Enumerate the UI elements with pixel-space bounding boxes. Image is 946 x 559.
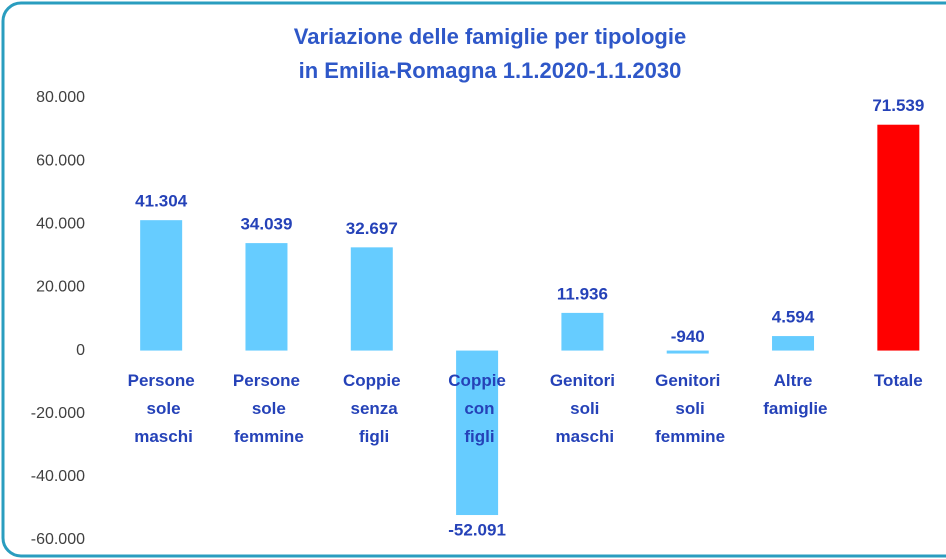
- y-tick-label: 60.000: [36, 152, 85, 169]
- chart-title: Variazione delle famiglie per tipologie: [294, 24, 686, 49]
- y-tick-label: 40.000: [36, 216, 85, 233]
- value-label: 34.039: [240, 215, 292, 234]
- y-tick-label: 20.000: [36, 279, 85, 296]
- x-tick-label: Altre famiglie: [759, 371, 828, 418]
- value-label: 4.594: [772, 308, 815, 327]
- y-tick-label: -40.000: [31, 468, 85, 485]
- bar: [561, 312, 604, 351]
- y-tick-label: -20.000: [31, 405, 85, 422]
- bar: [666, 350, 709, 354]
- bar: [140, 220, 183, 351]
- y-tick-label: -60.000: [31, 531, 85, 548]
- bar: [877, 124, 920, 351]
- y-tick-label: 80.000: [36, 89, 85, 106]
- value-label: -52.091: [448, 521, 506, 540]
- x-tick-label: Persone sole maschi: [128, 371, 195, 446]
- value-label: -940: [671, 327, 705, 346]
- value-label: 71.539: [872, 96, 924, 115]
- value-label: 11.936: [557, 284, 608, 303]
- x-tick-label: Persone sole femmine: [229, 371, 304, 446]
- x-tick-label: Coppie con figli: [448, 371, 506, 446]
- x-tick-label: Genitori soli maschi: [550, 371, 615, 446]
- bar: [245, 243, 288, 351]
- value-label: 32.697: [346, 219, 398, 238]
- x-tick-label: Coppie senza figli: [343, 371, 401, 446]
- x-tick-label: Genitori soli femmine: [650, 371, 725, 446]
- bar: [350, 247, 393, 351]
- chart-subtitle: in Emilia-Romagna 1.1.2020-1.1.2030: [299, 58, 682, 83]
- value-label: 41.304: [135, 192, 188, 211]
- y-tick-label: 0: [76, 342, 85, 359]
- bar: [456, 350, 499, 516]
- x-tick-label: Totale: [874, 371, 923, 390]
- bar: [772, 336, 815, 351]
